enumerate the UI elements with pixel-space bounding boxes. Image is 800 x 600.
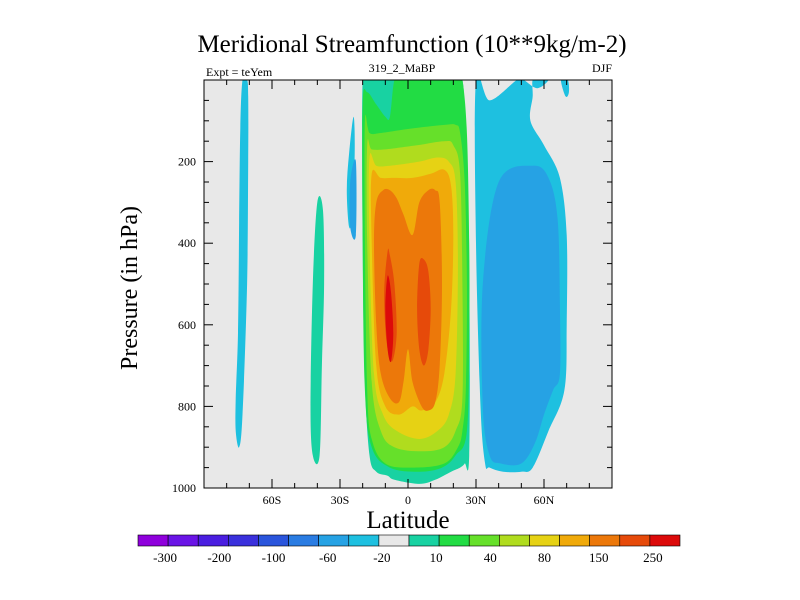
y-tick-label: 400: [178, 236, 196, 250]
colorbar-swatch: [559, 534, 590, 547]
colorbar-swatch: [197, 534, 229, 547]
colorbar-label: -300: [153, 550, 177, 565]
colorbar-swatch: [258, 534, 289, 547]
x-axis-label: Latitude: [366, 507, 449, 534]
colorbar-label: 40: [484, 550, 497, 565]
colorbar-swatch: [499, 534, 530, 547]
colorbar-swatch: [649, 534, 681, 547]
colorbar-label: 250: [643, 550, 663, 565]
colorbar-swatch: [589, 534, 621, 547]
colorbar-label: 80: [538, 550, 551, 565]
plot-area: 60S 30S 0 30N 60N 200 400 600 800 1000: [172, 79, 613, 507]
x-tick-label: 60S: [263, 493, 282, 507]
colorbar-label: -200: [207, 550, 231, 565]
y-tick-label: 1000: [172, 481, 196, 495]
colorbar-label: -20: [373, 550, 390, 565]
contour-fill--20-1: [235, 80, 249, 448]
y-tick-label: 800: [178, 399, 196, 413]
y-tick-label: 200: [178, 155, 196, 169]
x-tick-label: 60N: [534, 493, 555, 507]
colorbar-swatch: [288, 534, 319, 547]
y-tick-label: 600: [178, 318, 196, 332]
contour-fill--60-2: [481, 165, 561, 466]
colorbar-label: -100: [262, 550, 286, 565]
colorbar-swatch: [228, 534, 259, 547]
x-tick-label: 30N: [466, 493, 487, 507]
chart-title: Meridional Streamfunction (10**9kg/m-2): [197, 31, 626, 58]
colorbar-swatch: [167, 534, 199, 547]
colorbar-swatch: [468, 534, 500, 547]
colorbar-swatch: [348, 534, 380, 547]
colorbar-swatch: [529, 534, 560, 547]
season-label: DJF: [592, 61, 612, 75]
colorbar-swatch: [619, 534, 651, 547]
colorbar-label: -60: [319, 550, 336, 565]
contour-fill-10-1: [310, 196, 325, 465]
experiment-label: Expt = teYem: [206, 65, 273, 79]
contour-fill--60-1: [349, 159, 357, 240]
colorbar-label: 150: [589, 550, 609, 565]
colorbar-label: 10: [430, 550, 443, 565]
x-tick-label: 0: [405, 493, 411, 507]
colorbar-swatch: [137, 534, 169, 547]
center-label: 319_2_MaBP: [369, 61, 436, 75]
y-axis-label: Pressure (in hPa): [117, 206, 143, 370]
tick-layer: 60S 30S 0 30N 60N 200 400 600 800 1000: [172, 80, 612, 507]
contour-fill-500-1: [385, 275, 394, 363]
colorbar-swatch: [438, 534, 470, 547]
colorbar-swatch: [318, 534, 350, 547]
colorbar-swatch: [408, 534, 440, 547]
contour-fill-400-2: [417, 257, 431, 366]
x-tick-label: 30S: [331, 493, 350, 507]
contour-layer: [235, 80, 570, 484]
colorbar-swatch: [378, 534, 410, 547]
colorbar: -300 -200 -100 -60 -20 10 40 80 150 250: [137, 534, 681, 565]
